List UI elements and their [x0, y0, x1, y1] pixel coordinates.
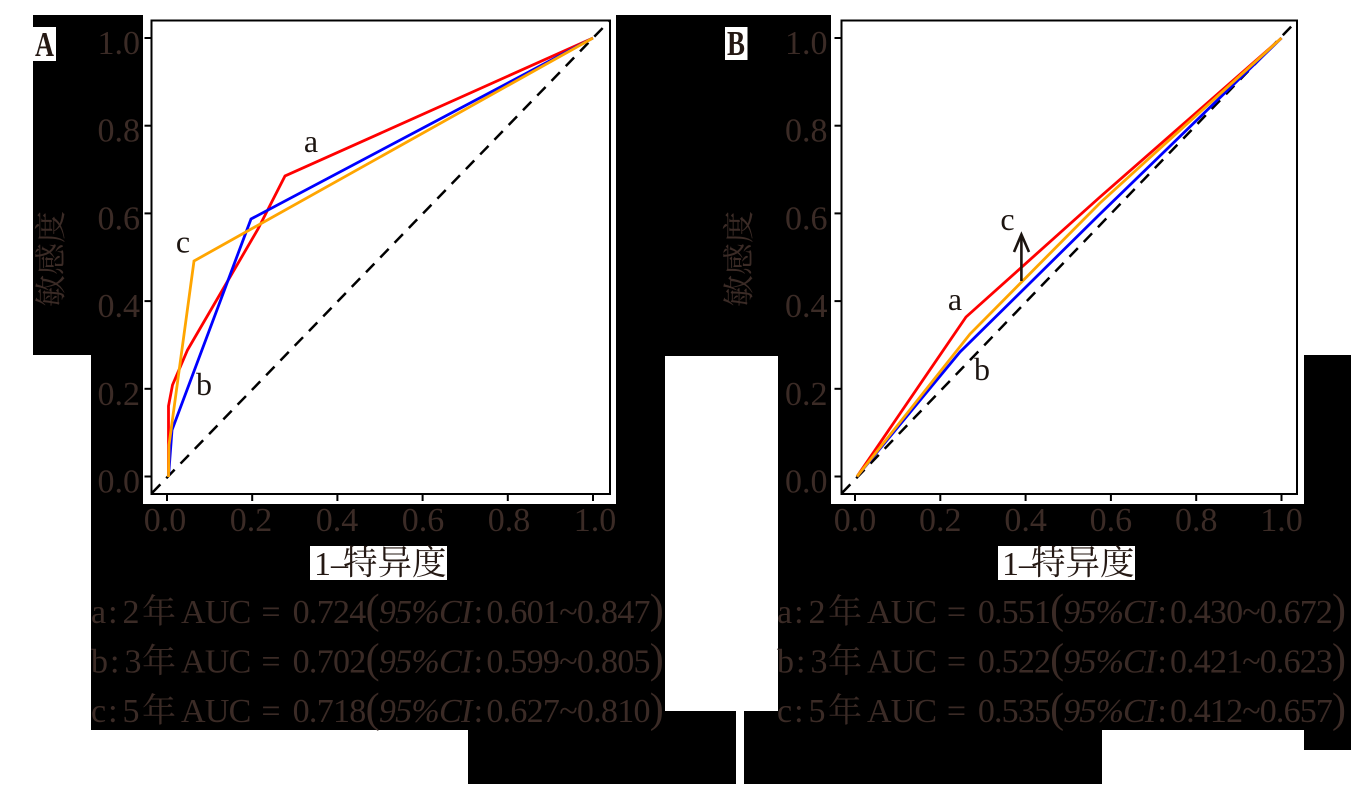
svg-text:B: B — [727, 24, 745, 63]
svg-text:0.0: 0.0 — [98, 464, 141, 501]
svg-text:0.8: 0.8 — [488, 502, 531, 539]
svg-text:1.0: 1.0 — [574, 502, 617, 539]
svg-text:1.0: 1.0 — [1260, 502, 1303, 539]
svg-text:0.2: 0.2 — [785, 376, 828, 413]
svg-text:0.2: 0.2 — [919, 502, 962, 539]
svg-text:AUC = 0.718(95%CI:0.627~0.810): AUC = 0.718(95%CI: 0.627~0.810) — [181, 686, 663, 732]
svg-text:0.6: 0.6 — [785, 200, 828, 237]
svg-text:0.0: 0.0 — [834, 502, 877, 539]
svg-text:b:3: b: 3 — [777, 644, 827, 681]
svg-text:b: b — [196, 366, 212, 402]
svg-text:AUC = 0.535(95%CI:0.412~0.657): AUC = 0.535(95%CI: 0.412~0.657) — [867, 686, 1345, 732]
svg-text:AUC = 0.551(95%CI:0.430~0.672): AUC = 0.551(95%CI: 0.430~0.672) — [867, 587, 1345, 633]
svg-text:1–: 1– — [314, 546, 349, 583]
svg-text:0.2: 0.2 — [98, 376, 141, 413]
svg-text:0.0: 0.0 — [785, 464, 828, 501]
svg-text:b: b — [974, 351, 990, 387]
svg-text:1.0: 1.0 — [785, 25, 828, 62]
svg-text:0.4: 0.4 — [1004, 502, 1047, 539]
svg-text:0.6: 0.6 — [1090, 502, 1133, 539]
svg-text:A: A — [35, 25, 55, 64]
svg-text:c:5: c: 5 — [91, 693, 140, 730]
svg-text:0.4: 0.4 — [98, 288, 141, 325]
svg-text:0.8: 0.8 — [1175, 502, 1218, 539]
svg-text:c: c — [1000, 201, 1014, 237]
svg-text:AUC = 0.702(95%CI:0.599~0.805): AUC = 0.702(95%CI: 0.599~0.805) — [181, 637, 663, 683]
svg-text:c: c — [176, 224, 190, 260]
svg-text:a:2: a: 2 — [777, 594, 826, 631]
svg-text:1–: 1– — [1002, 546, 1037, 583]
svg-text:AUC = 0.724(95%CI:0.601~0.847): AUC = 0.724(95%CI: 0.601~0.847) — [181, 587, 663, 633]
svg-text:0.4: 0.4 — [785, 288, 828, 325]
svg-text:0.6: 0.6 — [98, 200, 141, 237]
svg-text:a: a — [948, 281, 962, 317]
svg-text:0.8: 0.8 — [785, 113, 828, 150]
svg-text:0.4: 0.4 — [316, 502, 359, 539]
svg-text:0.2: 0.2 — [230, 502, 273, 539]
svg-text:c:5: c: 5 — [777, 693, 826, 730]
svg-text:0.0: 0.0 — [144, 502, 187, 539]
svg-text:b:3: b: 3 — [91, 644, 141, 681]
svg-text:0.6: 0.6 — [402, 502, 445, 539]
svg-text:AUC = 0.522(95%CI:0.421~0.623): AUC = 0.522(95%CI: 0.421~0.623) — [867, 637, 1345, 683]
svg-text:0.8: 0.8 — [98, 113, 141, 150]
svg-text:1.0: 1.0 — [98, 25, 141, 62]
svg-text:a:2: a: 2 — [91, 594, 140, 631]
svg-text:a: a — [304, 123, 318, 159]
